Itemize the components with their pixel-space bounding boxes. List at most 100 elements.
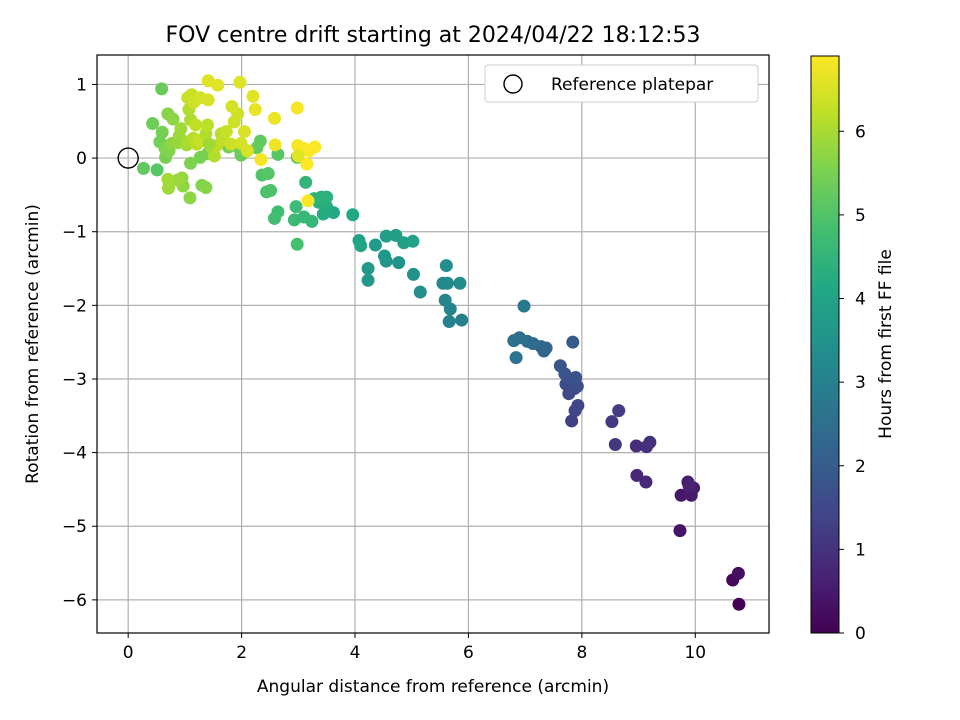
data-point [189, 118, 203, 132]
data-point [439, 259, 453, 273]
data-point [146, 116, 160, 130]
data-point [346, 208, 360, 222]
y-axis-label: Rotation from reference (arcmin) [23, 204, 43, 484]
data-point [732, 597, 746, 611]
data-point [406, 234, 420, 248]
data-point [440, 276, 454, 290]
data-point [629, 439, 643, 453]
x-tick-label: 4 [350, 643, 361, 663]
data-point [183, 191, 197, 205]
data-point [240, 144, 254, 158]
data-point [207, 149, 221, 163]
data-point [248, 102, 262, 116]
colorbar-tick-label: 4 [855, 290, 866, 310]
data-point [301, 194, 315, 208]
legend-box [484, 64, 759, 103]
y-tick-label: −6 [62, 591, 87, 611]
data-point [201, 93, 215, 107]
data-point [261, 167, 275, 181]
reference-platepar-marker [117, 147, 139, 169]
data-point [202, 137, 216, 151]
data-point [268, 138, 282, 152]
data-point [201, 118, 215, 132]
data-point [674, 488, 688, 502]
data-point [267, 211, 281, 225]
data-point [211, 78, 225, 92]
data-point [517, 299, 531, 313]
data-point [361, 262, 375, 276]
data-point [233, 75, 247, 89]
data-point [378, 249, 392, 263]
legend-label: Reference platepar [551, 75, 713, 95]
data-point [553, 359, 567, 373]
data-point [137, 161, 151, 175]
data-point [300, 157, 314, 171]
colorbar-gradient [810, 55, 840, 634]
colorbar-ticks: 0 1 2 3 4 5 6 [839, 122, 866, 644]
x-tick-label: 0 [123, 643, 134, 663]
data-point [569, 371, 583, 385]
data-point [682, 479, 696, 493]
data-point [171, 173, 185, 187]
data-point [155, 125, 169, 139]
data-point [639, 475, 653, 489]
data-point [193, 150, 207, 164]
data-point [290, 101, 304, 115]
legend-hollow-circle-icon [503, 74, 523, 94]
data-point [299, 175, 313, 189]
data-point [287, 213, 301, 227]
data-point [184, 156, 198, 170]
data-point [199, 181, 213, 195]
chart-title: FOV centre drift starting at 2024/04/22 … [166, 23, 701, 48]
legend: Reference platepar [484, 64, 759, 103]
data-point [673, 524, 687, 538]
data-point [264, 183, 278, 197]
data-point [174, 122, 188, 136]
data-point [566, 335, 580, 349]
data-point [289, 200, 303, 214]
data-point [612, 404, 626, 418]
data-point [225, 100, 239, 114]
data-point [166, 112, 180, 126]
data-point [731, 566, 745, 580]
data-point [237, 125, 251, 139]
data-point [442, 315, 456, 329]
y-tick-label: −3 [62, 370, 87, 390]
data-point [161, 172, 175, 186]
data-point [509, 351, 523, 365]
data-point [219, 125, 233, 139]
data-point [267, 111, 281, 125]
plot-frame [96, 54, 770, 634]
colorbar-tick-label: 6 [855, 122, 866, 142]
data-point [392, 256, 406, 270]
y-tick-label: 1 [76, 75, 87, 95]
x-tick-label: 8 [576, 643, 587, 663]
data-point [361, 273, 375, 287]
x-tick-label: 6 [463, 643, 474, 663]
colorbar-tick-label: 2 [855, 457, 866, 477]
data-point [246, 89, 260, 103]
data-point [320, 190, 334, 204]
data-point [608, 438, 622, 452]
x-axis: 0 2 4 6 8 10 [123, 633, 706, 663]
colorbar: 0 1 2 3 4 5 6 Hours from first FF file [810, 55, 896, 644]
data-point [354, 239, 368, 253]
data-point [571, 398, 585, 412]
data-point [507, 334, 521, 348]
colorbar-label: Hours from first FF file [876, 249, 896, 439]
y-tick-label: 0 [76, 149, 87, 169]
colorbar-tick-label: 5 [855, 206, 866, 226]
colorbar-tick-label: 3 [855, 373, 866, 393]
colorbar-tick-label: 1 [855, 540, 866, 560]
x-tick-label: 2 [236, 643, 247, 663]
data-point [630, 468, 644, 482]
colorbar-tick-label: 0 [855, 624, 866, 644]
x-tick-label: 10 [684, 643, 706, 663]
data-point [406, 267, 420, 281]
data-point [453, 276, 467, 290]
y-tick-label: −5 [62, 517, 87, 537]
data-point [413, 285, 427, 299]
data-point [379, 229, 393, 243]
data-point [224, 137, 238, 151]
